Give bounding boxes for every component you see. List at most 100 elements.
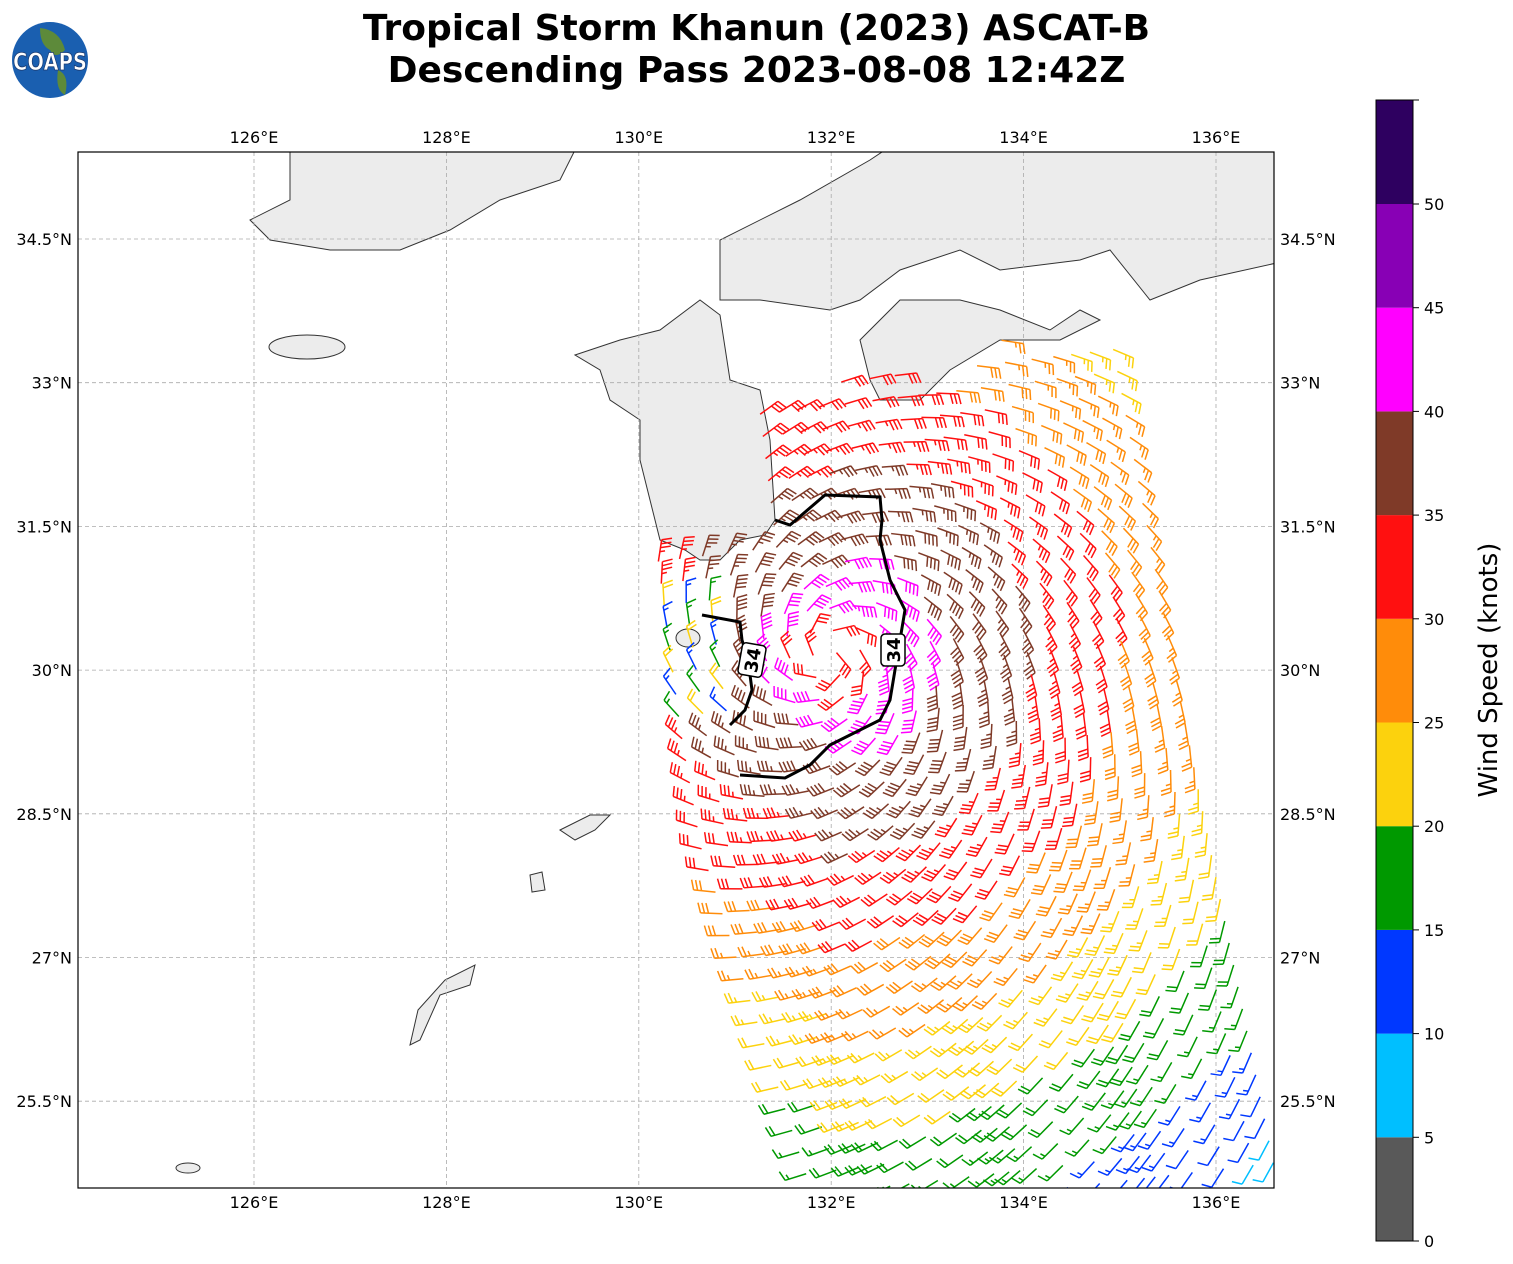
wind-barb (1161, 948, 1181, 971)
wind-barb (862, 511, 889, 524)
contour-label: 34 (880, 633, 906, 667)
wind-barb (1054, 1095, 1079, 1114)
wind-barb (1154, 568, 1169, 597)
wind-barb (1167, 813, 1181, 839)
colorbar-tick-label: 0 (1424, 1232, 1434, 1251)
colorbar-tick-label: 25 (1424, 714, 1444, 733)
wind-barb (1252, 1162, 1274, 1183)
wind-barb (1097, 687, 1110, 716)
wind-barb (810, 806, 838, 820)
wind-barb (1125, 908, 1144, 930)
wind-barb (1047, 469, 1068, 491)
wind-barb (1035, 895, 1057, 917)
wind-barb (1236, 1074, 1257, 1096)
wind-barb (1118, 864, 1136, 887)
wind-barb (823, 963, 852, 976)
wind-barb (855, 627, 877, 648)
wind-barb (828, 761, 857, 776)
wind-barb (737, 946, 765, 958)
wind-barb (1017, 808, 1035, 831)
colorbar-tick-label: 35 (1424, 506, 1444, 525)
lon-tick-label-bottom: 134°E (999, 1193, 1048, 1212)
wind-barb (862, 1005, 891, 1018)
wind-barb (1107, 954, 1128, 976)
wind-barb (1086, 577, 1101, 605)
wind-barb (1209, 920, 1226, 944)
wind-barb (897, 395, 925, 407)
wind-barb (1023, 964, 1047, 984)
wind-barb (1069, 466, 1090, 489)
wind-barb (1178, 879, 1195, 903)
landmass (859, 299, 1102, 401)
wind-barb (844, 397, 873, 410)
wind-barb (824, 1099, 853, 1110)
wind-barb (1191, 811, 1204, 837)
wind-barb (1099, 710, 1112, 738)
wind-barb (1034, 380, 1057, 399)
wind-barb (961, 546, 982, 570)
wind-barb (1115, 842, 1132, 866)
wind-barb (1087, 1114, 1112, 1133)
wind-barb (792, 690, 820, 703)
wind-barb (1096, 1000, 1119, 1022)
wind-barb (781, 784, 809, 796)
wind-barb (991, 588, 1008, 615)
wind-barb (891, 532, 916, 547)
wind-barb (1122, 1042, 1145, 1063)
wind-barb (832, 1076, 861, 1087)
wind-barb (1052, 715, 1064, 743)
wind-barb (955, 1129, 982, 1145)
wind-barb (686, 688, 704, 715)
wind-barb (1201, 876, 1217, 901)
wind-barb (1150, 546, 1166, 574)
wind-barb (1137, 795, 1150, 821)
wind-barb (773, 509, 800, 526)
wind-barb (662, 644, 674, 673)
wind-barb (675, 809, 698, 828)
wind-barb (773, 686, 796, 704)
wind-barb (975, 500, 998, 521)
wind-barb (835, 652, 852, 679)
wind-barb (1118, 505, 1137, 531)
wind-barb (669, 762, 691, 784)
wind-barb (1214, 1076, 1236, 1098)
wind-barb (973, 635, 988, 664)
wind-barb (713, 735, 735, 756)
wind-barb (710, 855, 736, 869)
lat-tick-label-left: 31.5°N (16, 517, 72, 536)
wind-barb (1189, 1102, 1211, 1123)
colorbar-segment (1376, 411, 1413, 516)
wind-barb (866, 915, 895, 929)
wind-barb (1003, 519, 1024, 542)
wind-barb (756, 760, 783, 773)
island (175, 1162, 201, 1174)
wind-barb (1169, 992, 1190, 1014)
wind-barb (988, 431, 1011, 449)
wind-barb (1184, 767, 1196, 794)
wind-barb (950, 660, 964, 689)
wind-barb (991, 1080, 1018, 1097)
wind-barb (1082, 554, 1099, 582)
wind-barb (817, 941, 846, 954)
wind-barb (1048, 1073, 1074, 1092)
landmass (409, 964, 476, 1046)
wind-barb (954, 748, 972, 772)
lon-tick-label-bottom: 128°E (422, 1193, 471, 1212)
wind-barb (875, 418, 903, 431)
colorbar-tick-label: 15 (1424, 921, 1444, 940)
wind-barb (999, 654, 1013, 683)
wind-barb (983, 1126, 1010, 1142)
wind-barb (1097, 1157, 1123, 1176)
wind-barb (946, 973, 973, 990)
wind-barb (703, 832, 729, 847)
wind-barb (1029, 516, 1049, 540)
colorbar-tick-label: 20 (1424, 817, 1444, 836)
wind-barb (759, 400, 787, 415)
wind-barb (1081, 779, 1096, 804)
wind-barb (1086, 441, 1107, 465)
wind-barb (786, 611, 800, 637)
wind-barb (998, 989, 1023, 1008)
wind-barb (1129, 1086, 1153, 1107)
wind-barb (1043, 1051, 1069, 1071)
wind-barb (874, 1049, 903, 1062)
